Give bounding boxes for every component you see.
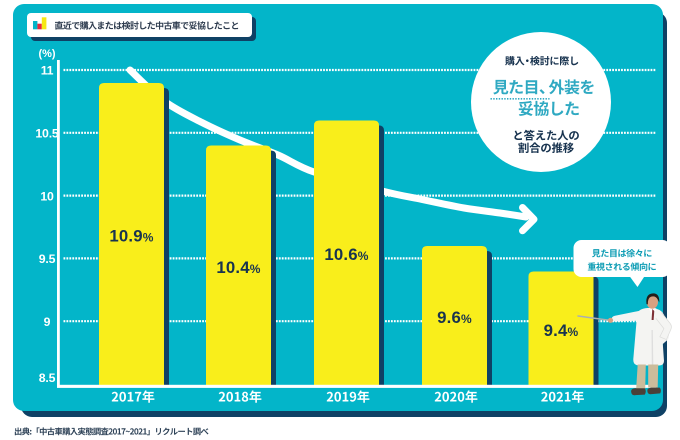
svg-text:10.9%: 10.9% <box>109 227 153 246</box>
svg-text:9.5: 9.5 <box>39 252 56 266</box>
svg-text:9.4%: 9.4% <box>544 321 579 340</box>
svg-text:10.5: 10.5 <box>35 127 58 141</box>
svg-text:10: 10 <box>40 189 54 203</box>
svg-text:8.5: 8.5 <box>39 371 56 385</box>
svg-text:11: 11 <box>41 64 54 78</box>
svg-text:10.6%: 10.6% <box>324 245 368 264</box>
svg-text:10.4%: 10.4% <box>216 258 260 277</box>
svg-text:9.6%: 9.6% <box>437 308 472 327</box>
svg-text:9: 9 <box>44 315 51 329</box>
svg-text:(%): (%) <box>38 48 55 60</box>
